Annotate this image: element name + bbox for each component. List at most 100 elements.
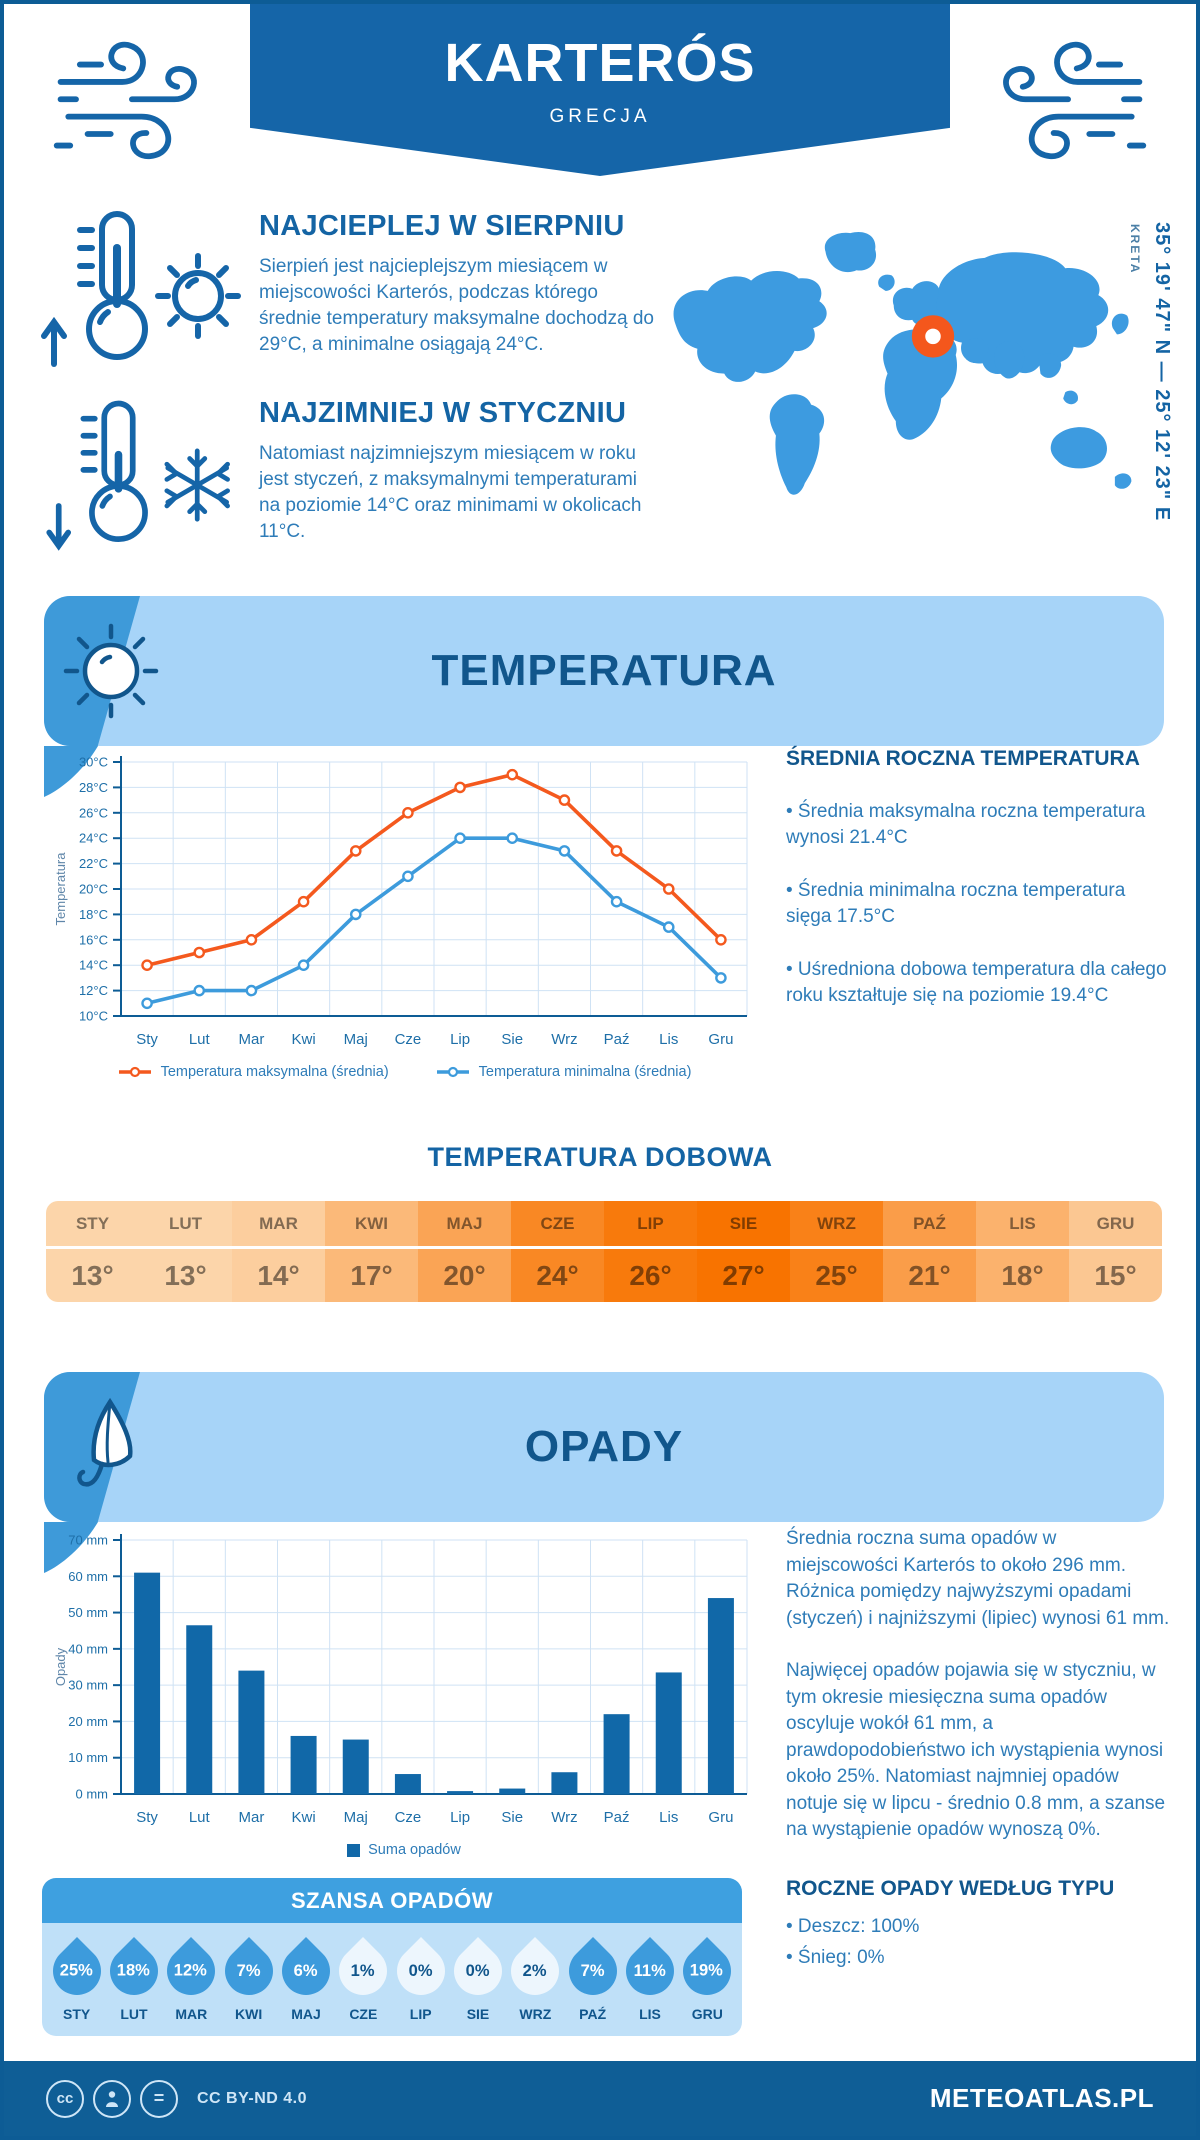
bar [394,1774,421,1794]
raindrop-icon: 12% [157,1937,226,2005]
daily-temperature-value: 17° [325,1249,418,1302]
precipitation-chance-drops: 25% STY 18% LUT 12% MAR 7% KWI 6% MAJ 1% CZE 0% LIP 0%… [42,1923,742,2036]
footer: cc = CC BY-ND 4.0 METEOATLAS.PL [4,2061,1196,2136]
chance-value: 11% [633,1961,667,1980]
chance-value: 7% [236,1961,261,1980]
daily-temperature-value: 26° [604,1249,697,1302]
data-point [193,946,206,959]
raindrop-icon: 7% [214,1937,283,2005]
wind-icon [53,41,197,160]
data-point [610,895,623,908]
daily-temperature-value: 20° [418,1249,511,1302]
svg-text:Lis: Lis [659,1031,678,1048]
page-subtitle: GRECJA [549,106,651,127]
chance-month-label: LUT [120,2006,148,2022]
nd-icon: = [140,2079,178,2118]
svg-text:Paź: Paź [604,1031,630,1048]
temperature-bullet: • Średnia minimalna roczna temperatura s… [786,879,1126,928]
svg-text:Lip: Lip [450,1809,470,1826]
legend-item: Temperatura minimalna (średnia) [435,1064,691,1080]
svg-text:Lut: Lut [189,1809,211,1826]
chance-value: 6% [294,1961,318,1980]
daily-month-header: LIS [976,1201,1069,1249]
svg-text:Kwi: Kwi [291,1031,315,1048]
chance-month-label: SIE [466,2006,490,2022]
chance-month-column: 12% MAR [157,1937,226,2022]
raindrop-icon: 0% [444,1937,512,2005]
precipitation-chance-panel: SZANSA OPADÓW 25% STY 18% LUT 12% MAR 7% KWI 6% M… [42,1878,742,2036]
data-point [558,794,571,806]
data-point [349,908,362,921]
daily-month-header: LIP [604,1201,697,1249]
raindrop-icon: 2% [501,1937,570,2005]
data-point [141,997,153,1010]
daily-month-header: WRZ [790,1201,883,1249]
svg-text:26°C: 26°C [79,805,108,820]
svg-text:22°C: 22°C [79,856,108,871]
data-point [506,768,519,781]
license-badges: cc = CC BY-ND 4.0 [46,2079,308,2118]
banner-tail-decoration [44,746,98,797]
daily-month-header: SIE [697,1201,790,1249]
svg-text:12°C: 12°C [79,983,108,998]
daily-temperature-value: 27° [697,1249,790,1302]
svg-text:Maj: Maj [344,1809,368,1826]
chance-value: 1% [351,1961,376,1980]
svg-text:70 mm: 70 mm [68,1533,108,1548]
chance-month-column: 2% WRZ [501,1937,570,2022]
svg-text:50 mm: 50 mm [68,1605,108,1620]
license-label: CC BY-ND 4.0 [197,2089,308,2107]
daily-month-header: LUT [139,1201,232,1249]
daily-temperature-value: 24° [511,1249,604,1302]
chance-month-label: GRU [691,2006,723,2022]
banner-tail-decoration [44,1522,98,1573]
chance-month-label: KWI [235,2006,263,2022]
svg-text:60 mm: 60 mm [68,1569,108,1584]
bar [707,1598,734,1794]
bar [447,1791,474,1794]
bar [603,1714,630,1794]
raindrop-icon: 6% [272,1937,340,2005]
chance-month-column: 25% STY [42,1937,111,2022]
svg-text:18°C: 18°C [79,907,108,922]
precipitation-chance-title: SZANSA OPADÓW [42,1878,742,1923]
legend-label: Suma opadów [368,1842,461,1858]
svg-text:10°C: 10°C [79,1009,108,1024]
warmest-text: Sierpień jest najcieplejszym miesiącem w… [259,256,654,355]
chance-month-label: STY [63,2006,91,2022]
svg-text:Lis: Lis [659,1809,678,1826]
bar [290,1735,317,1794]
bar [186,1625,213,1794]
chance-month-column: 11% LIS [616,1937,684,2022]
data-point [349,845,362,857]
svg-text:40 mm: 40 mm [68,1641,108,1656]
bar [342,1739,369,1794]
chance-value: 2% [523,1961,548,1980]
temperature-banner: TEMPERATURA [44,596,1164,746]
svg-text:0 mm: 0 mm [76,1787,109,1802]
data-point [245,984,258,997]
data-point [297,895,310,908]
raindrop-icon: 25% [42,1937,111,2005]
temperature-section-title: TEMPERATURA [431,646,777,695]
daily-temperature-table: STY LUT MAR KWI MAJ CZE LIP SIE WRZ PAŹ LIS GRU 13° 1… [46,1201,1162,1302]
precipitation-type-bullet: • Deszcz: 100% [786,1916,920,1937]
snowflake-icon [164,448,230,522]
chance-month-label: WRZ [519,2006,552,2022]
coldest-text: Natomiast najzimniejszym miesiącem w rok… [259,443,642,542]
chance-month-label: LIS [639,2006,661,2022]
svg-text:Paź: Paź [604,1809,630,1826]
legend-item: Temperatura maksymalna (średnia) [117,1064,389,1080]
daily-temperature-value: 15° [1069,1249,1162,1302]
data-point [662,921,675,933]
legend-swatch [347,1843,361,1857]
data-point [245,933,258,946]
svg-text:Kwi: Kwi [291,1809,315,1826]
location-marker-icon [911,315,955,358]
svg-text:Mar: Mar [238,1809,264,1826]
raindrop-icon: 11% [616,1937,684,2005]
thermometer-down-icon [46,400,230,551]
daily-temperature-value: 21° [883,1249,976,1302]
raindrop-icon: 19% [673,1937,742,2005]
wind-icon [1003,41,1147,160]
